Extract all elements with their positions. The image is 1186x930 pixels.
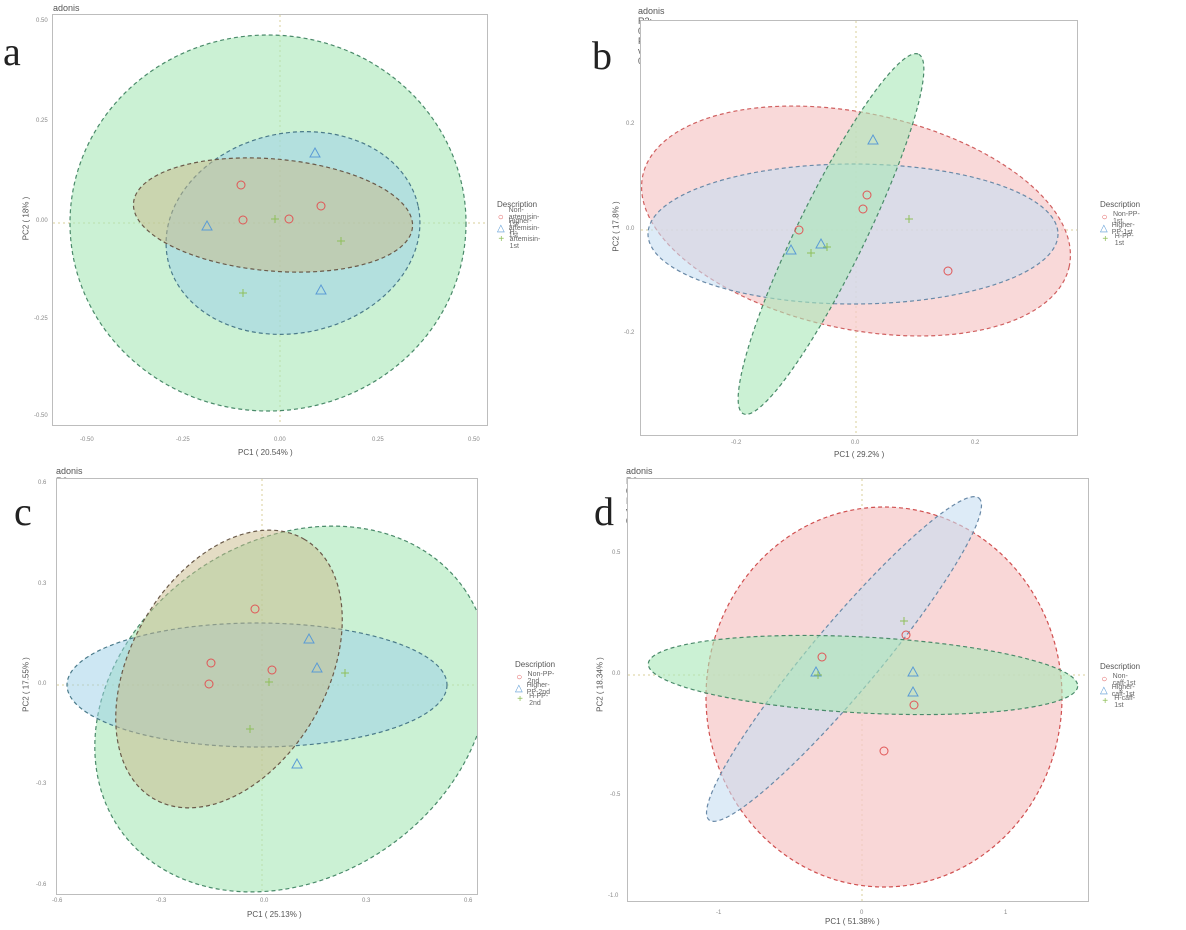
x-tick: 0.2 <box>971 440 980 446</box>
y-tick: 0.50 <box>36 18 48 24</box>
y-tick: 0.00 <box>36 218 48 224</box>
triangle-icon: △ <box>515 683 523 694</box>
legend-item: + H-PP-2nd <box>515 693 555 707</box>
plot-area <box>640 20 1078 436</box>
plot-area <box>56 478 478 895</box>
x-axis-label: PC1 ( 25.13% ) <box>247 910 302 919</box>
panel-letter: a <box>3 29 21 74</box>
y-tick: -1.0 <box>608 893 619 899</box>
y-tick: 0.6 <box>38 480 47 486</box>
legend-item: ○ Non-caff-1st <box>1101 672 1136 687</box>
y-axis-label: PC2 ( 17.55% ) <box>21 657 31 712</box>
scatter-plot <box>641 21 1077 435</box>
triangle-icon: △ <box>1100 223 1108 234</box>
y-axis-label: PC2 ( 18% ) <box>21 196 31 241</box>
legend-item: △ Higher-caff-1st <box>1100 683 1135 698</box>
circle-icon: ○ <box>516 672 523 683</box>
x-tick: 1 <box>1004 910 1008 916</box>
x-tick: -0.50 <box>80 437 94 443</box>
legend-item: ○ Non-PP-1st <box>1101 210 1140 225</box>
triangle-icon: △ <box>497 223 505 234</box>
x-axis-label: PC1 ( 51.38% ) <box>825 917 880 926</box>
y-tick: 0.2 <box>626 121 635 127</box>
legend: Description ○ Non-PP-2nd △ Higher-PP-2nd +… <box>515 660 556 707</box>
x-tick: 0.50 <box>468 437 480 443</box>
legend-item: + H-PP-1st <box>1100 233 1140 247</box>
legend-item: + H-caff-1st <box>1100 695 1140 709</box>
legend-title: Description <box>1100 662 1141 671</box>
legend-item: ○ Non-artemisin-1st <box>497 207 540 228</box>
legend-item: △ Higher-artemisin-1st <box>497 218 540 239</box>
circle-icon: ○ <box>1101 674 1108 685</box>
legend-item: △ Higher-PP-2nd <box>515 681 551 696</box>
x-tick: -0.25 <box>176 437 190 443</box>
plot-area <box>627 478 1089 902</box>
panel-letter: c <box>14 489 32 534</box>
legend-title: Description <box>1100 200 1141 209</box>
plus-icon: + <box>1102 696 1109 707</box>
x-tick: -0.2 <box>731 440 742 446</box>
y-tick: 0.0 <box>626 226 635 232</box>
panel-letter: d <box>594 489 614 534</box>
circle-icon: ○ <box>497 212 504 223</box>
legend: Description ○ Non-PP-1st △ Higher-PP-1st +… <box>1100 200 1141 247</box>
x-tick: 0.25 <box>372 437 384 443</box>
y-tick: -0.3 <box>36 781 47 787</box>
x-axis-label: PC1 ( 29.2% ) <box>834 450 885 459</box>
x-tick: -0.3 <box>156 898 167 904</box>
circle-icon: ○ <box>1101 212 1108 223</box>
y-tick: 0.25 <box>36 118 48 124</box>
x-tick: 0 <box>860 910 864 916</box>
y-tick: -0.2 <box>624 330 635 336</box>
x-tick: 0.0 <box>260 898 269 904</box>
x-tick: 0.0 <box>851 440 860 446</box>
legend-item: + H-artemisin-1st <box>498 229 541 250</box>
x-tick: 0.6 <box>464 898 473 904</box>
x-axis-label: PC1 ( 20.54% ) <box>238 448 293 457</box>
triangle-icon: △ <box>1100 685 1108 696</box>
y-tick: 0.3 <box>38 581 47 587</box>
y-tick: 0.0 <box>612 671 621 677</box>
scatter-plot <box>628 479 1088 901</box>
y-tick: -0.50 <box>34 413 48 419</box>
y-axis-label: PC2 ( 17.8% ) <box>611 201 621 252</box>
plus-icon: + <box>1102 234 1109 245</box>
y-tick: 0.0 <box>38 681 47 687</box>
y-tick: -0.5 <box>610 792 621 798</box>
legend-item: ○ Non-PP-2nd <box>516 670 555 685</box>
legend-title: Description <box>515 660 556 669</box>
y-tick: -0.25 <box>34 316 48 322</box>
x-tick: -1 <box>716 910 722 916</box>
legend: Description ○ Non-artemisin-1st △ Higher-a… <box>497 200 544 250</box>
y-axis-label: PC2 ( 18.34% ) <box>595 657 605 712</box>
plus-icon: + <box>498 234 505 245</box>
legend-item: △ Higher-PP-1st <box>1100 221 1135 236</box>
plus-icon: + <box>517 694 523 705</box>
plot-area <box>52 14 488 426</box>
scatter-plot <box>53 15 487 425</box>
y-tick: -0.6 <box>36 882 47 888</box>
x-tick: 0.00 <box>274 437 286 443</box>
panel-letter: b <box>592 33 612 78</box>
y-tick: 0.5 <box>612 550 621 556</box>
x-tick: 0.3 <box>362 898 371 904</box>
scatter-plot <box>57 479 477 894</box>
legend-title: Description <box>497 200 538 209</box>
legend: Description ○ Non-caff-1st △ Higher-caff-1… <box>1100 662 1141 709</box>
x-tick: -0.6 <box>52 898 63 904</box>
